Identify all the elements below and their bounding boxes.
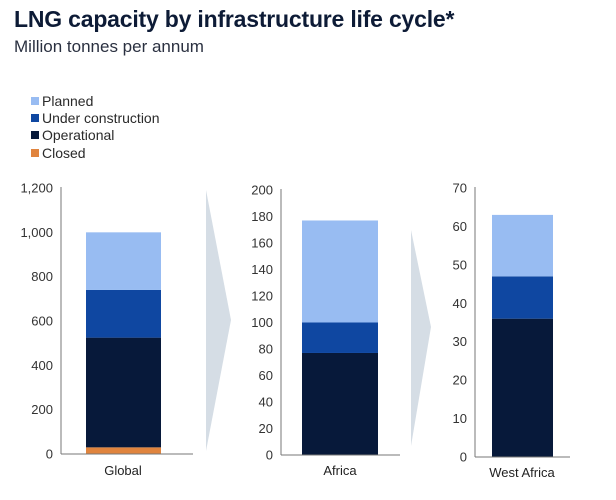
y-tick-label: 120 [251,289,273,304]
y-tick-label: 0 [46,447,53,462]
y-tick-label: 160 [251,236,273,251]
panel-global: 0 200 400 600 800 1,000 1,200 Global [20,181,193,478]
bar-segment-planned [302,220,378,323]
arrow-chevron-1 [206,190,231,451]
legend-item-closed: Closed [31,144,160,161]
y-tick-label: 200 [31,402,53,417]
legend-item-planned: Planned [31,92,160,109]
y-tick-label: 40 [453,296,467,311]
bar-segment-under-construction [86,289,161,338]
legend-swatch-closed [31,148,39,157]
bar-segment-operational [492,318,553,457]
y-tick-label: 40 [259,395,273,410]
legend-swatch-under-construction [31,113,39,122]
arrow-chevron-2 [411,230,431,446]
category-label: Africa [323,463,357,478]
bar-segment-closed [86,447,161,454]
legend-label-planned: Planned [42,92,94,109]
y-tick-label: 0 [266,448,273,463]
legend-item-operational: Operational [31,127,160,144]
bar-segment-under-construction [302,322,378,353]
y-tick-label: 10 [453,411,467,426]
bar-segment-under-construction [492,276,553,319]
legend-label-closed: Closed [42,144,86,161]
legend-swatch-operational [31,131,39,140]
y-tick-label: 30 [453,334,467,349]
bar-segment-planned [492,214,553,277]
y-tick-label: 180 [251,209,273,224]
panel-west-africa: 0 10 20 30 40 50 60 70 West Africa [453,181,570,480]
legend-swatch-planned [31,96,39,105]
legend-label-under-construction: Under construction [42,109,160,126]
y-tick-label: 60 [453,219,467,234]
panel-africa: 0 20 40 60 80 100 120 140 160 180 200 Africa [251,183,400,478]
y-tick-label: 100 [251,315,273,330]
y-tick-label: 80 [259,342,273,357]
bar-segment-operational [302,352,378,455]
y-tick-label: 200 [251,183,273,198]
chart-title: LNG capacity by infrastructure life cycl… [14,6,455,32]
y-tick-label: 70 [453,181,467,196]
category-label: Global [104,463,142,478]
category-label: West Africa [489,465,555,480]
y-tick-label: 20 [259,421,273,436]
y-tick-label: 60 [259,368,273,383]
bar-segment-operational [86,337,161,448]
y-tick-label: 140 [251,262,273,277]
y-tick-label: 1,200 [20,181,53,196]
y-tick-label: 50 [453,257,467,272]
legend: Planned Under construction Operational C… [31,92,160,161]
chart-subtitle: Million tonnes per annum [14,37,204,56]
y-tick-label: 0 [460,450,467,465]
y-tick-label: 600 [31,314,53,329]
legend-item-under-construction: Under construction [31,109,160,126]
legend-label-operational: Operational [42,127,115,144]
y-tick-label: 20 [453,373,467,388]
y-tick-label: 800 [31,269,53,284]
y-tick-label: 400 [31,358,53,373]
bar-segment-planned [86,232,161,290]
y-tick-label: 1,000 [20,225,53,240]
